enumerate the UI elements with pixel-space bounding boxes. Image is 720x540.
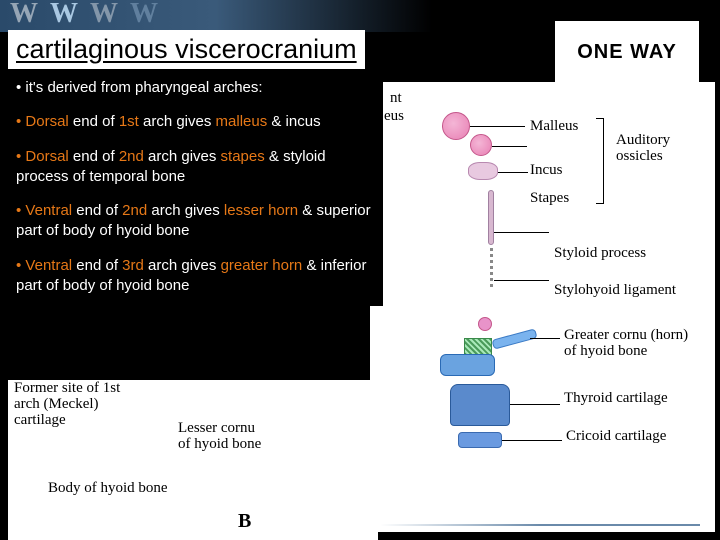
label-nt: nt: [390, 90, 402, 107]
one-way-sign: ONE WAY: [552, 18, 702, 86]
leader: [470, 126, 525, 127]
label-auditory: Auditory: [616, 132, 670, 149]
bullet-2: • Dorsal end of 2nd arch gives stapes & …: [16, 147, 375, 188]
banner-w-glyph: W: [90, 0, 118, 30]
shape-malleus: [442, 112, 470, 140]
banner-w-glyph: W: [130, 0, 158, 30]
leader: [494, 280, 549, 281]
label-malleus: Malleus: [530, 118, 578, 135]
label-greater-cornu-1: Greater cornu (horn): [564, 327, 688, 344]
slide-title: cartilaginous viscerocranium: [8, 30, 365, 69]
banner-w-glyph: W: [50, 0, 78, 30]
label-former-1: Former site of 1st: [14, 380, 120, 397]
bullet-1: • Dorsal end of 1st arch gives malleus &…: [16, 112, 375, 132]
bullet-4: • Ventral end of 3rd arch gives greater …: [16, 256, 375, 297]
leader: [494, 232, 549, 233]
label-stylohyoid: Stylohyoid ligament: [554, 282, 676, 299]
label-body-hyoid: Body of hyoid bone: [48, 480, 168, 497]
leader: [510, 404, 560, 405]
shape-lesser-cornu: [478, 317, 492, 331]
label-stapes: Stapes: [530, 190, 569, 207]
label-lesser-cornu-1: Lesser cornu: [178, 420, 255, 437]
text-panel: • it's derived from pharyngeal arches: •…: [8, 72, 383, 306]
footer-rule: [380, 524, 700, 526]
banner-w-glyph: W: [10, 0, 38, 30]
shape-hyoid-body: [440, 354, 495, 376]
shape-incus: [470, 134, 492, 156]
shape-ligament: [490, 247, 493, 287]
label-cricoid: Cricoid cartilage: [566, 428, 666, 445]
bullet-3: • Ventral end of 2nd arch gives lesser h…: [16, 201, 375, 242]
label-eus: eus: [384, 108, 404, 125]
shape-greater-cornu: [491, 328, 537, 349]
bottom-labels: Former site of 1st arch (Meckel) cartila…: [8, 380, 378, 540]
one-way-text: ONE WAY: [577, 41, 677, 64]
label-thyroid: Thyroid cartilage: [564, 390, 668, 407]
bullet-intro: • it's derived from pharyngeal arches:: [16, 78, 375, 98]
shape-cricoid: [458, 432, 502, 448]
shape-thyroid: [450, 384, 510, 426]
label-lesser-cornu-2: of hyoid bone: [178, 436, 261, 453]
label-former-3: cartilage: [14, 412, 66, 429]
shape-styloid: [488, 190, 494, 245]
leader: [492, 146, 527, 147]
leader: [498, 172, 528, 173]
arrow-left-icon: [533, 35, 555, 71]
shape-stapes: [468, 162, 498, 180]
figure-b-label: B: [238, 510, 251, 533]
label-ossicles: ossicles: [616, 148, 663, 165]
leader: [530, 338, 560, 339]
leader: [502, 440, 562, 441]
label-former-2: arch (Meckel): [14, 396, 99, 413]
bracket-icon: [596, 118, 604, 204]
diagram-area: nt eus Malleus Incus Auditory ossicles S…: [370, 82, 715, 532]
label-greater-cornu-2: of hyoid bone: [564, 343, 647, 360]
label-styloid: Styloid process: [554, 245, 646, 262]
label-incus: Incus: [530, 162, 563, 179]
